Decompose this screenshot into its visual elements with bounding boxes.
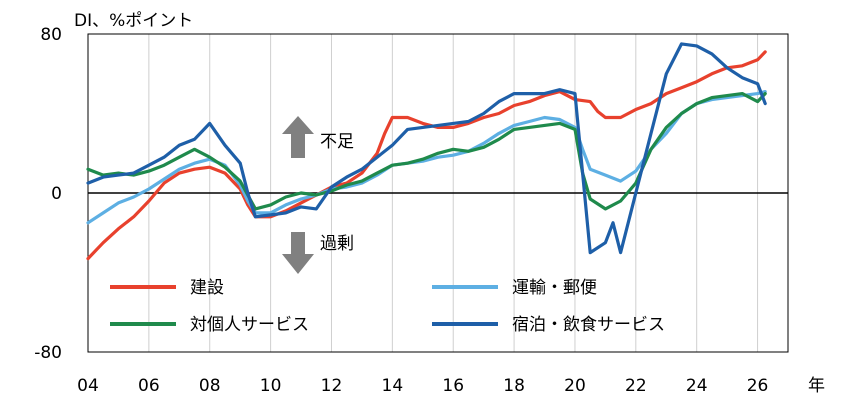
series-line-2 bbox=[86, 92, 767, 211]
x-tick-label: 16 bbox=[442, 376, 464, 396]
x-tick-label: 14 bbox=[382, 376, 404, 396]
x-axis-title: 年 bbox=[808, 376, 825, 396]
x-tick-label: 12 bbox=[321, 376, 343, 396]
y-axis-title: DI、%ポイント bbox=[74, 11, 193, 31]
legend-label: 宿泊・飲食サービス bbox=[512, 315, 665, 335]
x-tick-labels: 04 06 08 10 12 14 16 18 20 22 24 26 bbox=[77, 376, 768, 396]
legend-label: 建設 bbox=[190, 278, 224, 298]
y-tick-labels: 80 0 -80 bbox=[34, 25, 62, 363]
legend-label: 運輸・郵便 bbox=[512, 278, 597, 298]
x-tick-label: 06 bbox=[138, 376, 160, 396]
series-lines bbox=[86, 42, 767, 261]
legend-label: 対個人サービス bbox=[190, 315, 309, 335]
down-arrow-icon bbox=[282, 232, 314, 274]
x-tick-label: 18 bbox=[503, 376, 525, 396]
x-tick-label: 24 bbox=[686, 376, 708, 396]
y-tick-label: -80 bbox=[34, 343, 62, 363]
excess-label: 過剰 bbox=[320, 234, 354, 254]
series-line-0 bbox=[86, 50, 767, 261]
x-tick-label: 08 bbox=[199, 376, 221, 396]
y-tick-label: 0 bbox=[51, 184, 62, 204]
shortage-label: 不足 bbox=[320, 132, 354, 152]
shortage-annotation: 不足 bbox=[282, 116, 354, 158]
y-tick-label: 80 bbox=[40, 25, 62, 45]
x-tick-label: 22 bbox=[625, 376, 647, 396]
excess-annotation: 過剰 bbox=[282, 232, 354, 274]
x-tick-label: 04 bbox=[77, 376, 99, 396]
x-tick-label: 26 bbox=[747, 376, 769, 396]
x-tick-label: 10 bbox=[260, 376, 282, 396]
up-arrow-icon bbox=[282, 116, 314, 158]
x-tick-label: 20 bbox=[564, 376, 586, 396]
series-line-3 bbox=[86, 42, 767, 255]
